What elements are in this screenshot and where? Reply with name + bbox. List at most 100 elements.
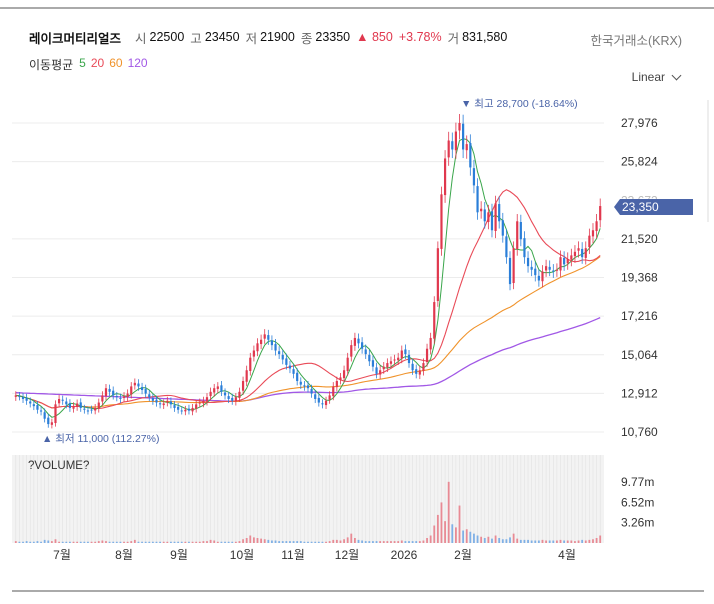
candle-body — [516, 221, 519, 249]
volume-bar — [325, 541, 327, 543]
volume-bar — [155, 541, 158, 543]
volume-bar — [133, 539, 136, 543]
ma-60-legend[interactable]: 60 — [109, 56, 123, 70]
volume-title: ?VOLUME? — [28, 460, 89, 472]
candle-body — [541, 271, 544, 282]
volume-bar — [245, 538, 248, 543]
volume-bar — [274, 540, 277, 543]
volume-tick-label: 3.26m — [621, 516, 654, 530]
x-axis-label: 8월 — [115, 548, 133, 562]
candle-body — [537, 275, 540, 281]
volume-bar — [94, 541, 97, 543]
volume-bar — [418, 541, 421, 543]
candle-body — [371, 360, 375, 367]
candle-body — [29, 401, 32, 404]
volume-bar — [198, 541, 201, 543]
volume-bar — [206, 541, 208, 543]
candle-body — [433, 302, 436, 339]
volume-bar — [271, 540, 273, 543]
candle-body — [195, 404, 198, 409]
candle-body — [133, 382, 136, 386]
volume-bar — [148, 541, 151, 543]
candle-body — [519, 222, 522, 240]
candle-body — [21, 397, 25, 399]
ma-20-legend[interactable]: 20 — [90, 56, 105, 70]
volume-bar — [577, 540, 580, 543]
candle-body — [335, 381, 338, 388]
price-tick-label: 19,368 — [621, 271, 658, 285]
volume-bar — [47, 540, 50, 543]
change-value: ▲ 850 — [356, 30, 393, 44]
candle-body — [209, 391, 212, 397]
volume-bar — [14, 541, 17, 543]
x-axis-label: 11월 — [281, 548, 305, 562]
volume-bar — [400, 540, 403, 543]
candle-body — [321, 403, 324, 405]
volume-bar — [408, 541, 410, 543]
candle-body — [361, 342, 364, 349]
candle-body — [155, 399, 158, 403]
volume-bar — [581, 539, 584, 543]
volume-bar — [18, 541, 21, 543]
close-label: 종 — [300, 31, 313, 46]
volume-bar — [216, 541, 219, 543]
volume-bar — [256, 538, 259, 543]
volume-bar — [36, 541, 39, 543]
volume-bar — [339, 540, 342, 543]
volume-bar — [397, 541, 400, 543]
candle-body — [79, 402, 82, 408]
candle-body — [436, 248, 439, 301]
candle-body — [364, 349, 367, 355]
candle-body — [151, 397, 154, 401]
candle-body — [454, 131, 458, 151]
close-value: 23350 — [315, 30, 351, 44]
volume-bar — [123, 541, 125, 543]
candle-body — [187, 408, 191, 411]
candle-body — [552, 270, 555, 272]
candle-body — [241, 381, 245, 391]
candle-body — [595, 221, 598, 231]
candle-body — [65, 401, 68, 405]
volume-bar — [527, 539, 529, 543]
volume-bar — [433, 525, 436, 543]
scale-dropdown[interactable]: Linear — [632, 70, 682, 84]
candle-body — [490, 211, 494, 231]
volume-bar — [455, 527, 457, 543]
ma-120-legend[interactable]: 120 — [127, 56, 148, 70]
volume-bar — [483, 538, 486, 543]
candle-body — [422, 363, 425, 371]
open-value: 22500 — [149, 30, 185, 44]
candle-body — [169, 401, 173, 405]
candle-body — [130, 386, 133, 395]
candle-body — [350, 345, 353, 357]
candle-body — [379, 370, 382, 375]
volume-bar — [556, 540, 558, 543]
candle-body — [191, 407, 194, 412]
volume-tick-label: 6.52m — [621, 495, 654, 509]
candle-body — [72, 406, 75, 409]
volume-bar — [97, 541, 100, 543]
volume-bar — [523, 539, 526, 543]
volume-bar — [162, 541, 165, 543]
x-axis-label: 4월 — [558, 548, 576, 562]
volume-bar — [249, 535, 252, 543]
candle-body — [137, 383, 140, 387]
candle-body — [476, 186, 479, 213]
x-axis-label: 12월 — [335, 548, 359, 562]
candle-body — [440, 194, 443, 249]
volume-bar — [292, 541, 295, 543]
volume-bar — [69, 541, 71, 543]
volume-bar — [130, 541, 133, 543]
candle-body — [397, 357, 400, 361]
volume-bar — [242, 539, 244, 543]
volume-bar — [303, 541, 306, 543]
volume-bar — [541, 539, 544, 543]
volume-bar — [436, 514, 439, 543]
volume-bar — [494, 535, 497, 543]
candle-body — [263, 334, 266, 339]
candle-body — [328, 395, 331, 400]
price-tick-label: 27,976 — [621, 116, 658, 130]
candle-body — [50, 422, 53, 425]
ma-5-legend[interactable]: 5 — [79, 56, 86, 70]
